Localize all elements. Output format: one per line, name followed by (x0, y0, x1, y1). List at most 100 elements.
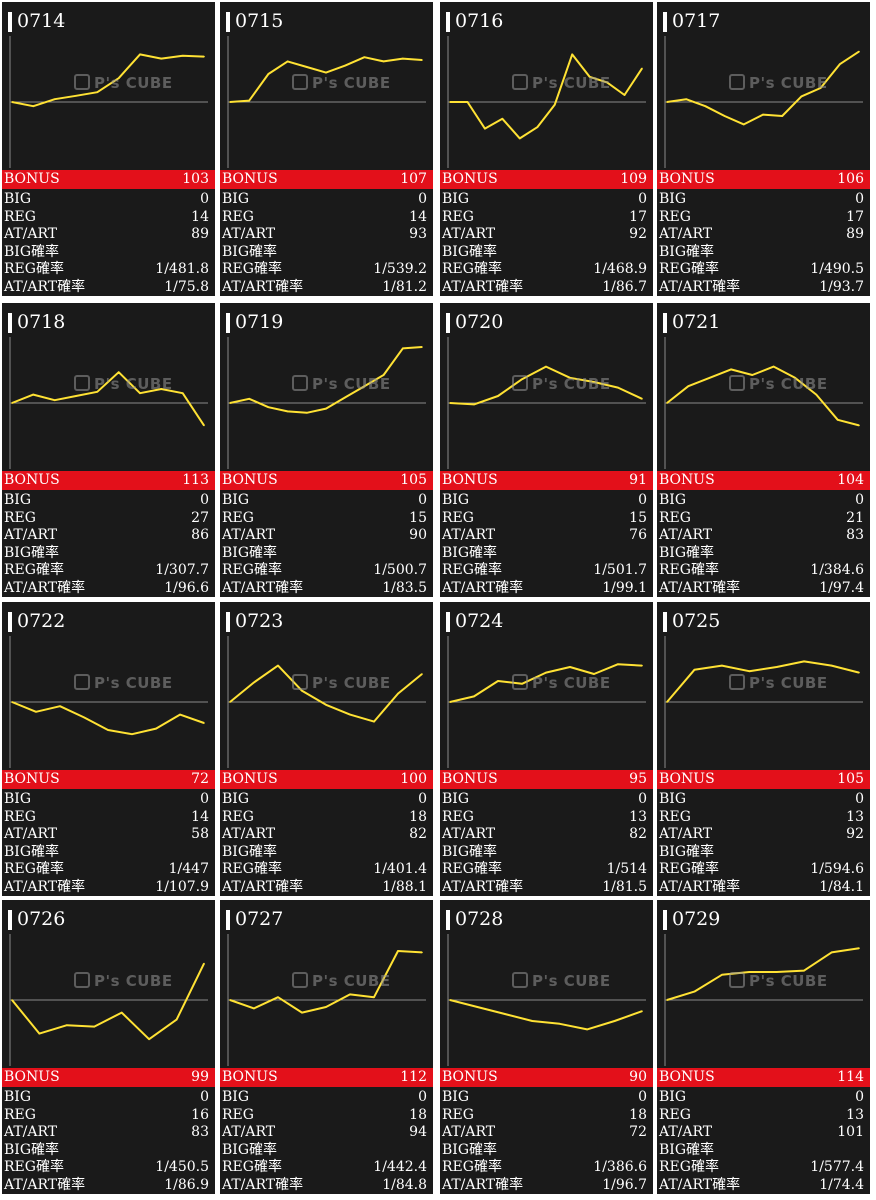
stat-row-big-rate: BIG確率 (220, 243, 433, 261)
data-point (83, 716, 85, 719)
day-panel: P's CUBE 0715 BONUS 107 BIG 0 REG 14 AT/ART 93 BIG… (220, 2, 433, 296)
stat-row-reg: REG 16 (2, 1106, 215, 1124)
date-marker (663, 313, 667, 333)
chart-svg (447, 36, 646, 168)
data-point (248, 398, 250, 400)
reg-rate-label: REG確率 (4, 861, 64, 878)
date-label: 0717 (672, 10, 721, 32)
watermark: P's CUBE (657, 303, 870, 471)
watermark: P's CUBE (220, 2, 433, 170)
data-point (349, 713, 351, 716)
big-label: BIG (442, 191, 470, 207)
date-label: 0726 (17, 908, 66, 930)
watermark-logo: P's CUBE (532, 375, 611, 393)
reg-rate-label: REG確率 (659, 562, 719, 579)
reg-label: REG (222, 808, 254, 825)
watermark-logo-icon (74, 74, 90, 90)
line-chart: P's CUBE 0723 (220, 602, 433, 770)
bonus-label: BONUS (659, 171, 715, 187)
chart-svg (9, 337, 208, 469)
at-art-rate-label: AT/ART確率 (4, 279, 86, 295)
stat-row-at-art-rate: AT/ART確率 1/81.5 (440, 878, 653, 896)
data-point (830, 664, 833, 667)
big-value: 0 (638, 1089, 647, 1105)
bonus-value: 104 (837, 472, 864, 488)
at-art-label: AT/ART (442, 826, 496, 843)
data-point (175, 1018, 178, 1021)
watermark: P's CUBE (440, 900, 653, 1068)
at-art-value: 72 (629, 1124, 647, 1141)
data-point (504, 1013, 506, 1015)
data-point (325, 407, 327, 410)
data-point (325, 704, 327, 706)
data-point (120, 1011, 123, 1014)
reg-rate-value: 1/490.5 (810, 261, 864, 278)
chart-svg (447, 934, 646, 1066)
reg-label: REG (222, 208, 254, 225)
stat-row-reg-rate: REG確率 1/447 (2, 860, 215, 878)
at-art-label: AT/ART (659, 826, 713, 843)
data-point (66, 1024, 68, 1026)
big-rate-label: BIG確率 (222, 843, 278, 860)
reg-value: 16 (191, 1106, 209, 1123)
at-art-label: AT/ART (222, 826, 276, 843)
watermark: P's CUBE (440, 2, 653, 170)
at-art-rate-label: AT/ART確率 (222, 279, 304, 295)
data-point (751, 374, 754, 376)
at-art-value: 82 (629, 826, 647, 843)
reg-rate-value: 1/447 (168, 861, 209, 878)
stat-row-reg: REG 14 (2, 208, 215, 226)
data-point (286, 410, 289, 413)
big-rate-label: BIG確率 (4, 1141, 60, 1158)
data-point (693, 669, 696, 671)
big-rate-label: BIG確率 (4, 544, 60, 561)
data-point (553, 104, 556, 106)
stat-row-reg-rate: REG確率 1/539.2 (220, 260, 433, 278)
data-point (593, 381, 595, 383)
stat-row-big-rate: BIG確率 (220, 843, 433, 861)
data-point (641, 67, 643, 70)
day-panel: P's CUBE 0721 BONUS 104 BIG 0 REG 21 AT/ART 83 BIG… (657, 303, 870, 597)
watermark: P's CUBE (2, 900, 215, 1068)
big-value: 0 (638, 492, 647, 508)
data-point (473, 695, 475, 698)
bonus-label: BONUS (222, 1069, 278, 1085)
line-chart: P's CUBE 0719 (220, 303, 433, 471)
data-point (858, 947, 860, 949)
data-point (775, 971, 778, 973)
big-label: BIG (4, 191, 32, 207)
watermark: P's CUBE (220, 303, 433, 471)
stat-row-at-art-rate: AT/ART確率 1/83.5 (220, 579, 433, 597)
stat-row-big-rate: BIG確率 (657, 1141, 870, 1159)
data-point (181, 392, 184, 394)
data-point (593, 673, 595, 675)
at-art-value: 83 (846, 527, 864, 544)
line-chart: P's CUBE 0716 (440, 2, 653, 170)
bonus-value: 105 (837, 771, 864, 787)
reg-rate-label: REG確率 (442, 261, 502, 278)
series-line (11, 53, 205, 108)
at-art-rate-value: 1/99.1 (602, 580, 647, 596)
stat-row-big: BIG 0 (2, 190, 215, 208)
data-point (59, 705, 61, 707)
data-point (781, 115, 783, 117)
stat-row-at-art: AT/ART 58 (2, 825, 215, 843)
data-point (803, 660, 805, 663)
big-rate-label: BIG確率 (659, 843, 715, 860)
bonus-label: BONUS (442, 1069, 498, 1085)
data-point (267, 406, 270, 408)
reg-label: REG (4, 208, 36, 225)
line-chart: P's CUBE 0714 (2, 2, 215, 170)
at-art-value: 93 (409, 226, 427, 243)
bonus-row: BONUS 107 (220, 170, 433, 189)
at-art-rate-value: 1/83.5 (382, 580, 427, 596)
chart-svg (664, 337, 863, 469)
data-point (666, 999, 668, 1001)
stat-row-big: BIG 0 (657, 1088, 870, 1106)
reg-rate-value: 1/307.7 (155, 562, 209, 579)
data-point (558, 1023, 561, 1025)
reg-value: 18 (409, 1106, 427, 1123)
data-point (641, 1010, 643, 1012)
data-point (858, 50, 860, 53)
